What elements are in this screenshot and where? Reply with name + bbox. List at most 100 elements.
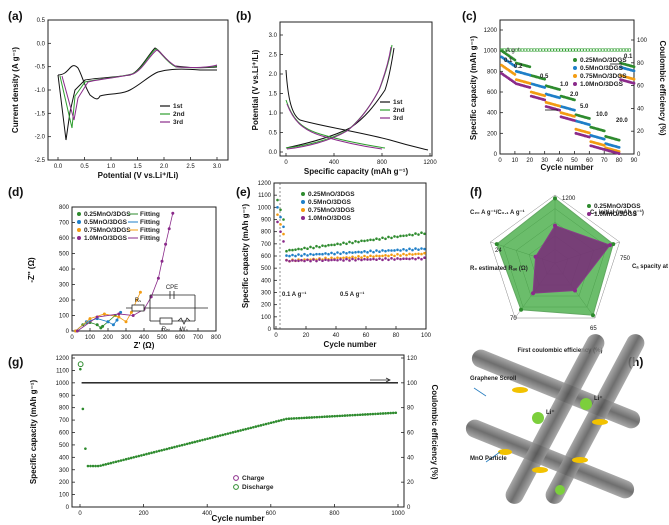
- c-rate-label: 5.0: [580, 104, 589, 110]
- c-legend-marker: [573, 58, 577, 62]
- c-legend-marker: [573, 66, 577, 70]
- e-point: [279, 215, 282, 219]
- a-xtick-label: 1.0: [107, 164, 116, 170]
- c-ce-point: [502, 48, 506, 52]
- c-y2-ytick-label: 0: [637, 152, 641, 158]
- c-xtick-label: 40: [556, 158, 563, 164]
- e-legend-marker: [301, 192, 305, 196]
- panel-c-y2label: Coulombic efficiency (%): [658, 40, 667, 135]
- g-point: [384, 412, 387, 415]
- e-point: [348, 250, 351, 254]
- c-point: [632, 77, 636, 81]
- e-legend-marker: [301, 200, 305, 204]
- circuit-rct: Rₕₜ: [162, 327, 171, 333]
- f-point: [553, 196, 557, 201]
- f-tick-label: 65: [590, 326, 597, 332]
- c-point: [573, 98, 576, 102]
- e-ytick-label: 0: [268, 327, 272, 333]
- g-point: [180, 443, 184, 447]
- c-ce-point: [532, 48, 536, 52]
- e-point: [303, 246, 306, 250]
- c-ce-point: [538, 48, 542, 52]
- c-point: [632, 69, 636, 73]
- a-ytick-label: 0.5: [37, 18, 46, 24]
- g-point: [381, 412, 385, 415]
- e-ytick-label: 800: [261, 230, 272, 236]
- e-point: [420, 252, 423, 256]
- g-point: [132, 456, 136, 459]
- c-ytick-label: 400: [487, 111, 498, 117]
- c-point: [528, 73, 532, 77]
- e-point: [378, 254, 381, 258]
- g-point: [369, 412, 372, 416]
- panel-d-label: (d): [8, 185, 23, 199]
- d-ytick-label: 400: [59, 267, 70, 273]
- panel-a-ylabel: Current density (A g⁻¹): [11, 47, 20, 133]
- g-point: [379, 412, 382, 415]
- f-point: [531, 291, 536, 296]
- e-legend-label: 1.0MnO/3DGS: [308, 215, 352, 222]
- e-point: [330, 258, 333, 262]
- c-ce-point: [553, 48, 557, 52]
- g-point: [239, 429, 242, 432]
- c-y2-ytick-label: 100: [637, 38, 648, 44]
- g-xtick-label: 1000: [391, 511, 405, 517]
- a-ytick-label: 0.0: [37, 41, 46, 47]
- e-point: [399, 254, 402, 257]
- g-point: [274, 420, 278, 423]
- panel-e-ylabel: Specific capacity (mAh g⁻¹): [241, 204, 250, 309]
- c-xtick-label: 10: [512, 158, 519, 164]
- g-point: [330, 415, 334, 418]
- e-point: [300, 247, 303, 251]
- g-point: [122, 458, 125, 462]
- e-point: [303, 259, 306, 263]
- e-point: [393, 254, 396, 258]
- g-point: [134, 455, 138, 458]
- c-ce-point: [547, 48, 551, 52]
- e-point: [339, 243, 342, 246]
- e-point: [414, 247, 417, 250]
- e-point: [414, 232, 417, 235]
- d-fit-line: [75, 292, 141, 332]
- e-point: [402, 252, 405, 256]
- e-point: [333, 258, 336, 262]
- c-point: [573, 114, 576, 118]
- g-point: [328, 415, 331, 418]
- e-point: [351, 255, 354, 259]
- g-point: [262, 423, 265, 426]
- c-point: [587, 117, 591, 120]
- g-ytick-label: 800: [59, 406, 70, 412]
- g-point: [165, 447, 169, 451]
- c-rate-label: 2.0: [570, 92, 579, 98]
- d-xtick-label: 600: [175, 335, 186, 341]
- c-rate-label: 1.0: [560, 82, 569, 88]
- e-point: [360, 256, 363, 259]
- g-y2-ytick-label: 80: [407, 406, 414, 412]
- g-legend-marker: [233, 475, 239, 481]
- c-point: [558, 104, 561, 108]
- c-ce-point: [505, 48, 509, 52]
- g-point: [374, 412, 377, 416]
- e-point: [357, 255, 360, 258]
- g-point: [353, 413, 357, 417]
- c-ce-point: [556, 48, 560, 52]
- g-point: [277, 419, 281, 423]
- f-axis-label: R₀ estimated Rₐₑ (Ω): [470, 266, 528, 272]
- g-point: [341, 414, 344, 418]
- a-xtick-label: 0.0: [54, 164, 63, 170]
- e-point: [387, 235, 390, 239]
- f-grid: [490, 194, 620, 319]
- e-point: [399, 249, 402, 252]
- e-point: [312, 253, 315, 257]
- e-point: [315, 259, 318, 263]
- f-point: [494, 242, 499, 247]
- g-point: [79, 367, 82, 371]
- e-point: [327, 259, 330, 262]
- g-point: [203, 438, 207, 441]
- e-point: [393, 235, 396, 238]
- b-ytick-label: 1.0: [269, 111, 278, 117]
- e-point: [309, 245, 312, 249]
- b-legend-label: 1st: [393, 99, 403, 106]
- e-point: [324, 244, 327, 248]
- panel-e-ann2: 0.5 A g⁻¹: [340, 291, 364, 298]
